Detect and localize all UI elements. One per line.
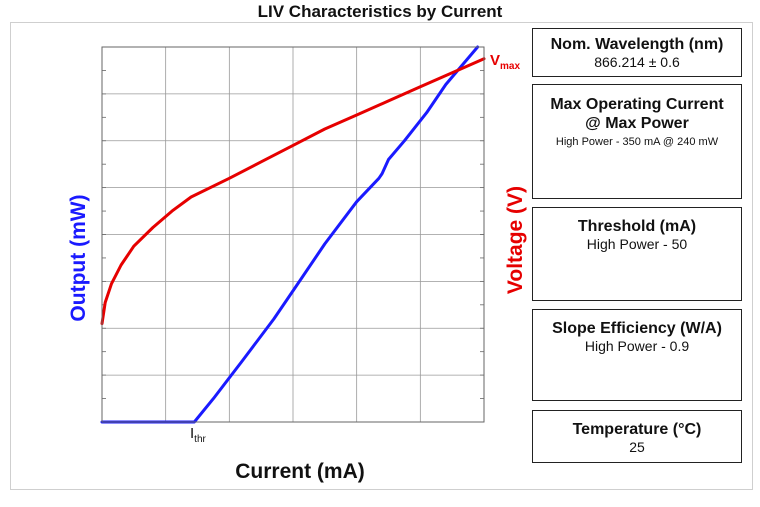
max-current-title-1: Max Operating Current	[550, 96, 724, 113]
slope-value: High Power - 0.9	[584, 338, 690, 354]
vmax-sub: max	[500, 61, 521, 72]
chart-title: LIV Characteristics by Current	[257, 2, 503, 21]
temperature-card: Temperature (°C) 25	[532, 410, 742, 463]
temperature-title: Temperature (°C)	[572, 421, 702, 438]
max-current-title-2: @ Max Power	[585, 115, 689, 132]
ithr-annotation: Ithr	[190, 425, 206, 445]
max-current-value: High Power - 350 mA @ 240 mW	[555, 136, 719, 148]
threshold-title: Threshold (mA)	[577, 218, 697, 235]
wavelength-value: 866.214 ± 0.6	[594, 54, 680, 70]
ithr-main: I	[190, 425, 195, 442]
slope-card: Slope Efficiency (W/A) High Power - 0.9	[532, 309, 742, 401]
vmax-annotation: Vmax	[490, 52, 520, 72]
output-series-line	[100, 45, 480, 424]
wavelength-title: Nom. Wavelength (nm)	[550, 36, 724, 53]
max-current-card: Max Operating Current @ Max Power High P…	[532, 84, 742, 199]
series-layer	[100, 45, 486, 424]
vmax-main: V	[490, 52, 501, 69]
threshold-value: High Power - 50	[586, 236, 688, 252]
chart-frame	[10, 22, 753, 490]
voltage-series-line	[100, 57, 486, 326]
ithr-sub: thr	[194, 434, 206, 445]
threshold-card: Threshold (mA) High Power - 50	[532, 207, 742, 301]
ticks-layer	[102, 70, 484, 399]
plot-border	[101, 46, 485, 423]
slope-title: Slope Efficiency (W/A)	[552, 320, 722, 337]
grid-layer	[102, 47, 484, 422]
temperature-value: 25	[629, 439, 645, 455]
x-axis-label: Current (mA)	[235, 460, 365, 483]
y-axis-left-label: Output (mW)	[67, 194, 90, 322]
y-axis-right-label: Voltage (V)	[504, 185, 527, 295]
wavelength-card: Nom. Wavelength (nm) 866.214 ± 0.6	[532, 28, 742, 77]
